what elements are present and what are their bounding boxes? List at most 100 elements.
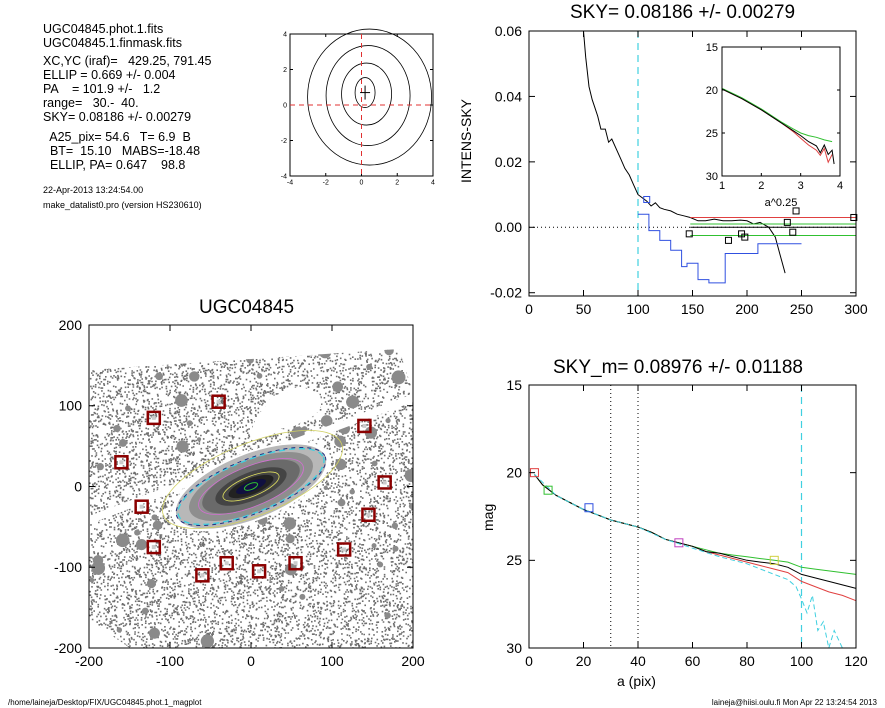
y-tick-label: -100 [54,559,82,575]
inset-series-line [721,88,835,165]
star [125,405,131,412]
star [197,437,202,442]
star [175,394,188,407]
star [391,370,406,385]
star [152,520,163,531]
star [384,612,391,619]
star [96,463,104,471]
star [189,371,200,382]
star [246,356,254,364]
star [320,415,333,427]
star [301,426,308,432]
sky-box-center [224,561,229,566]
x-tick-label: 60 [685,653,701,669]
star [391,522,399,529]
contour-ellipse [198,458,304,515]
contour-ellipse [175,446,327,527]
image-pixels [89,349,413,648]
x-tick-label: 80 [739,653,755,669]
contour-line [341,62,392,126]
info-line: ELLIP = 0.669 +/- 0.004 [43,68,176,82]
x-tick-label: -4 [287,180,293,187]
sky-box-center [366,512,371,517]
star [384,349,394,356]
sky-box-center [216,399,221,404]
info-panel: UGC04845.phot.1.fits UGC04845.1.finmask.… [43,22,212,211]
x-tick-label: 3 [798,180,804,192]
mask-blob [251,386,322,440]
y-tick-label: 0.02 [495,154,522,170]
x-tick-label: 4 [837,180,843,192]
star [404,468,413,482]
sky-box-marker [288,555,303,571]
sky-box-marker [195,568,210,583]
contour-line [354,77,376,108]
data-marker [674,538,684,548]
x-tick-label: -2 [323,180,329,187]
y-tick-label: -200 [54,640,82,656]
contour-line [325,45,411,146]
y-tick-label: 15 [706,42,718,54]
star [366,363,373,370]
mag-frame [528,384,857,649]
sky-chart-title: SKY= 0.08186 +/- 0.00279 [570,2,796,23]
x-tick-label: 2 [758,180,764,192]
x-tick-label: 2 [395,180,399,187]
mag-series-line [534,474,857,575]
sky-box-marker [336,542,352,557]
mag-series-line [534,474,857,602]
sky-box-marker [146,539,162,555]
star [113,424,121,433]
x-tick-label: -200 [75,653,103,669]
y-tick-label: 20 [506,465,522,481]
sky-box-marker [219,555,234,571]
sky-box-center [293,561,298,566]
star [186,420,193,427]
star [349,489,355,495]
sky-box-marker [357,418,372,434]
star [392,545,399,552]
x-tick-label: 40 [630,653,646,669]
data-marker [789,228,797,236]
star [377,561,384,568]
star [371,460,378,467]
y-tick-label: 0 [74,478,82,494]
contour-ellipse [243,482,259,491]
star [371,543,377,549]
data-marker [643,195,651,203]
star [337,498,346,507]
x-tick-label: 50 [576,301,592,317]
star [334,458,347,471]
sky-box-marker [211,394,226,409]
x-tick-label: 0 [360,180,364,187]
y-tick-label: 0.06 [495,23,522,39]
info-line: range= 30.- 40. [43,96,139,110]
y-tick-label: 15 [506,377,522,393]
inset-x-label: a^0.25 [765,197,798,209]
y-tick-label: 0.00 [495,219,522,235]
y-tick-label: 2 [283,67,287,74]
star [119,438,127,447]
star [385,417,391,424]
x-tick-label: 1 [719,180,725,192]
data-marker [741,233,749,241]
data-marker [769,555,779,565]
info-line: PA = 101.9 +/- 1.2 [43,82,161,96]
x-tick-label: 200 [735,301,759,317]
star [148,627,160,639]
image-chart-title: UGC04845 [199,297,295,318]
star [91,561,106,575]
x-tick-label: 0 [247,653,255,669]
y-tick-label: 0 [283,102,287,109]
y-tick-label: 200 [59,317,83,333]
y-tick-label: -2 [281,138,287,145]
info-line: UGC04845.phot.1.fits [43,22,164,36]
info-line: ELLIP, PA= 0.647 98.8 [43,158,186,172]
data-marker [584,503,594,513]
star [151,514,158,521]
sky-box-marker [251,564,267,579]
star [256,373,263,379]
y-tick-label: 25 [706,128,718,140]
star [176,440,189,453]
